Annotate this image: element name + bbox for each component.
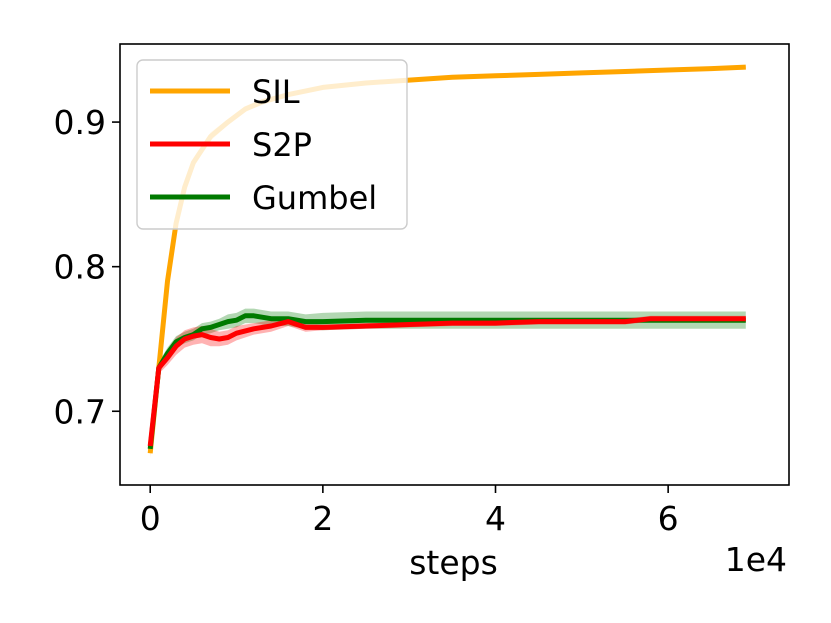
band-s2p: [150, 315, 746, 451]
x-axis-offset-label: 1e4: [725, 540, 787, 579]
y-tick-label: 0.9: [54, 103, 106, 142]
legend-label-sil: SIL: [252, 73, 300, 111]
band-gumbel: [150, 308, 746, 454]
x-axis-label: steps: [409, 543, 498, 582]
x-tick-label: 2: [312, 499, 333, 538]
x-tick-label: 4: [485, 499, 506, 538]
legend-label-gumbel: Gumbel: [252, 179, 377, 217]
y-tick-label: 0.8: [54, 248, 106, 287]
legend: SIL S2P Gumbel: [136, 59, 408, 230]
legend-box: [136, 59, 408, 230]
x-tick-label: 6: [658, 499, 679, 538]
legend-label-s2p: S2P: [252, 126, 312, 164]
plot-frame: [119, 43, 790, 486]
x-tick-label: 0: [140, 499, 161, 538]
x-axis: 0 2 4 6: [140, 485, 679, 538]
y-axis: 0.7 0.8 0.9: [54, 103, 120, 431]
series-line-s2p: [147, 316, 746, 447]
y-tick-label: 0.7: [54, 392, 106, 431]
